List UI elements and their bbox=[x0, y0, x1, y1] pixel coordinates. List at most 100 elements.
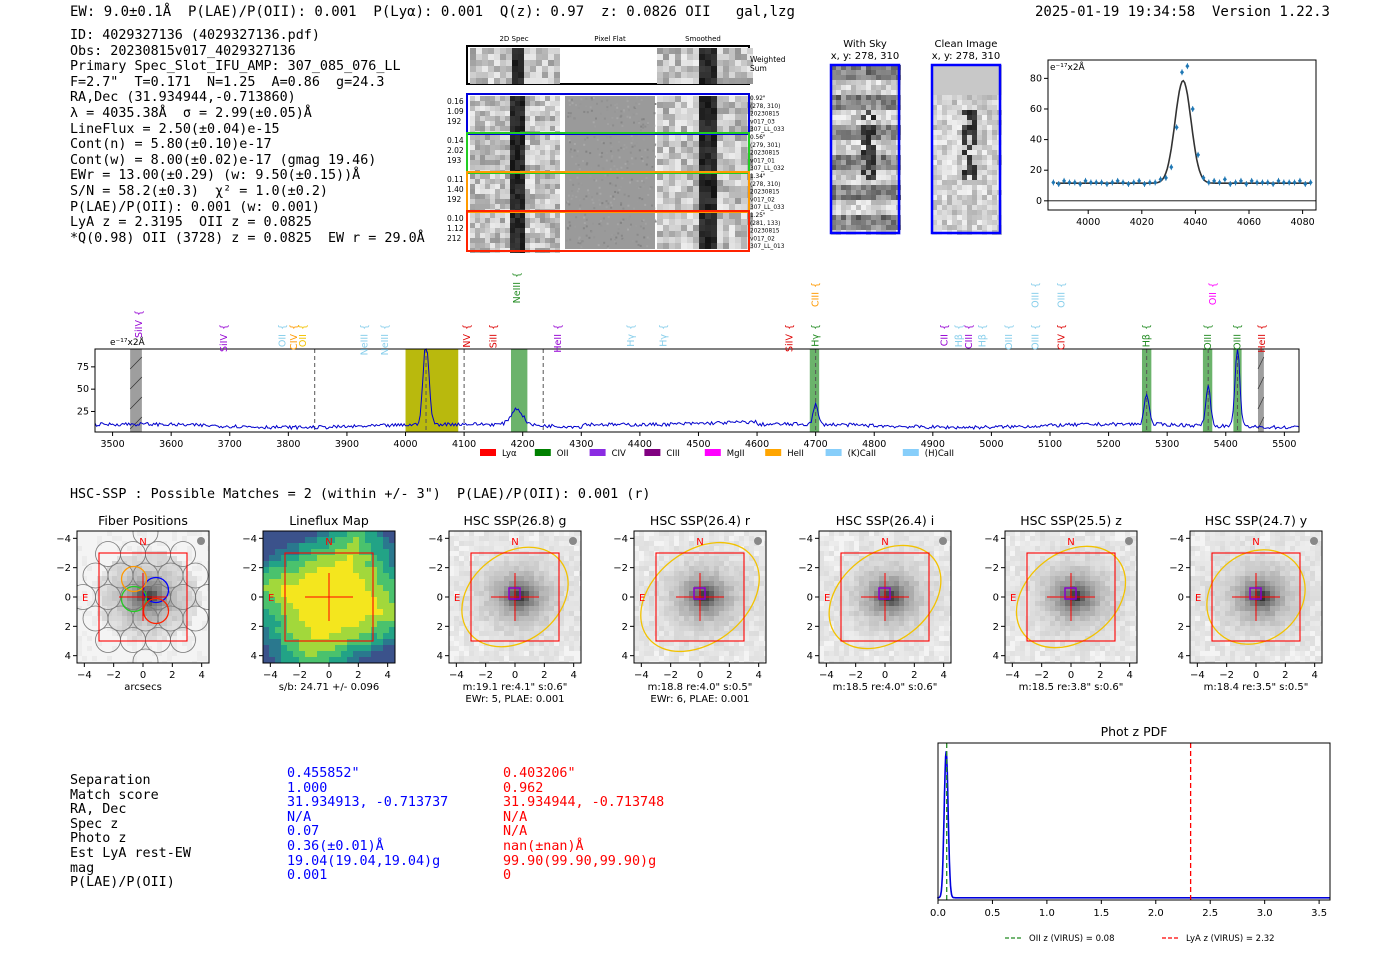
lineflux-pixel bbox=[281, 591, 287, 597]
cutout-pixel bbox=[866, 130, 871, 135]
hsc-pixel bbox=[177, 561, 182, 566]
lineflux-pixel bbox=[263, 633, 269, 639]
hsc-pixel bbox=[192, 581, 197, 586]
lineflux-pixel bbox=[353, 603, 359, 609]
pixel bbox=[663, 60, 669, 66]
cutout-pixel bbox=[937, 85, 942, 90]
cutout-pixel bbox=[861, 190, 866, 195]
pixel bbox=[515, 179, 520, 184]
hsc-pixel bbox=[152, 576, 157, 581]
hsc-pixel bbox=[559, 556, 564, 561]
hsc-pixel bbox=[559, 536, 564, 541]
hsc-pixel bbox=[187, 551, 192, 556]
cutout-pixel bbox=[881, 100, 886, 105]
pixel bbox=[669, 243, 675, 249]
lineflux-pixel bbox=[365, 639, 371, 645]
spec-row-meta: 0.56" bbox=[750, 135, 766, 141]
hsc-pixel bbox=[544, 621, 549, 626]
pixel bbox=[506, 66, 512, 72]
hsc-pixel bbox=[524, 636, 529, 641]
hsc-pixel bbox=[132, 656, 137, 661]
pixel bbox=[545, 121, 550, 126]
cutout-pixel bbox=[982, 115, 987, 120]
lineflux-pixel bbox=[275, 555, 281, 561]
hsc-pixel bbox=[659, 606, 664, 611]
hsc-pixel bbox=[674, 586, 679, 591]
cutout-pixel bbox=[841, 110, 846, 115]
pixel bbox=[669, 237, 675, 243]
pixel bbox=[681, 102, 687, 108]
cutout-pixel bbox=[977, 185, 982, 190]
hsc-pixel bbox=[147, 646, 152, 651]
hsc-pixel bbox=[469, 651, 474, 656]
hsc-pixel bbox=[564, 586, 569, 591]
hsc-pixel bbox=[524, 611, 529, 616]
hsc-pixel bbox=[724, 566, 729, 571]
flat-speck bbox=[628, 109, 631, 112]
cutout-pixel bbox=[851, 185, 856, 190]
hsc-pixel bbox=[137, 566, 142, 571]
cutout-pixel bbox=[952, 195, 957, 200]
hsc-pixel bbox=[127, 641, 132, 646]
cutout-pixel bbox=[977, 115, 982, 120]
hsc-pixel bbox=[489, 571, 494, 576]
lineflux-pixel bbox=[377, 633, 383, 639]
spectrum-band bbox=[1233, 349, 1242, 432]
lineflux-pixel bbox=[329, 651, 335, 657]
hsc-pixel bbox=[177, 601, 182, 606]
pixel bbox=[741, 204, 747, 210]
flat-speck bbox=[582, 159, 585, 162]
pixel bbox=[555, 106, 560, 111]
pixel bbox=[485, 126, 490, 131]
pixel bbox=[687, 225, 693, 231]
pixel bbox=[540, 228, 545, 233]
pixel bbox=[495, 160, 500, 165]
hsc-pixel bbox=[459, 536, 464, 541]
pixel bbox=[657, 204, 663, 210]
pixel bbox=[657, 60, 663, 66]
lineflux-pixel bbox=[299, 603, 305, 609]
cutout-pixel bbox=[957, 115, 962, 120]
hsc-pixel bbox=[142, 601, 147, 606]
pixel bbox=[480, 174, 485, 179]
cutout-pixel bbox=[841, 145, 846, 150]
hsc-pixel bbox=[529, 586, 534, 591]
hsc-pixel bbox=[639, 601, 644, 606]
cutout-pixel bbox=[831, 205, 836, 210]
pixel bbox=[693, 153, 699, 159]
lineflux-pixel bbox=[329, 555, 335, 561]
lineflux-pixel bbox=[347, 609, 353, 615]
hsc-pixel bbox=[459, 571, 464, 576]
flat-speck bbox=[590, 109, 593, 112]
lineflux-pixel bbox=[323, 543, 329, 549]
cutout-pixel bbox=[851, 125, 856, 130]
lineflux-pixel bbox=[365, 645, 371, 651]
hsc-pixel bbox=[554, 576, 559, 581]
pixel bbox=[490, 223, 495, 228]
lineflux-pixel bbox=[293, 621, 299, 627]
cutout-pixel bbox=[871, 205, 876, 210]
hsc-pixel bbox=[479, 571, 484, 576]
cutout-pixel bbox=[967, 70, 972, 75]
pixel bbox=[490, 160, 495, 165]
flat-speck bbox=[626, 115, 629, 118]
cutout-pixel bbox=[891, 135, 896, 140]
lineflux-pixel bbox=[263, 537, 269, 543]
north-label: N bbox=[511, 537, 518, 548]
pixel bbox=[741, 213, 747, 219]
hsc-pixel bbox=[764, 586, 766, 591]
cutout-pixel bbox=[856, 165, 861, 170]
pixel bbox=[723, 225, 729, 231]
linefit-point bbox=[1233, 179, 1238, 186]
hsc-pixel bbox=[474, 631, 479, 636]
hsc-pixel bbox=[634, 616, 639, 621]
pixel bbox=[663, 237, 669, 243]
pixel bbox=[510, 145, 515, 150]
hsc-pixel bbox=[514, 576, 519, 581]
hsc-pixel bbox=[544, 536, 549, 541]
pixel bbox=[475, 174, 480, 179]
cutout-pixel bbox=[957, 70, 962, 75]
lineflux-pixel bbox=[359, 603, 365, 609]
hsc-pixel bbox=[514, 601, 519, 606]
hsc-pixel bbox=[569, 641, 574, 646]
